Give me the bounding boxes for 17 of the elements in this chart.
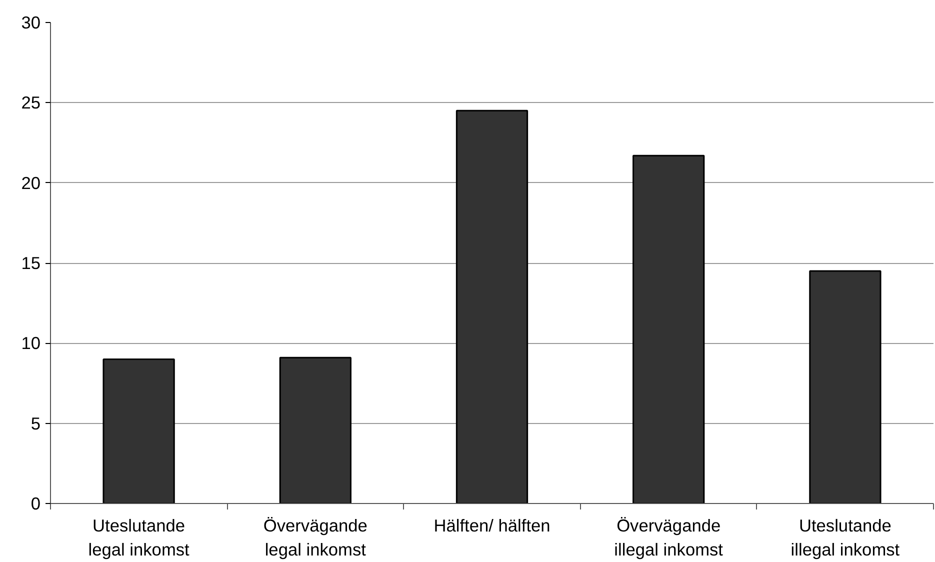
x-tick-label: Uteslutande legal inkomst — [88, 516, 190, 560]
y-tick-label: 15 — [21, 253, 41, 273]
y-tick-label: 20 — [21, 172, 41, 193]
y-tick-label: 25 — [21, 92, 41, 113]
bar — [809, 270, 882, 504]
x-tick-label: Övervägande legal inkomst — [263, 516, 368, 560]
bar — [632, 154, 705, 504]
bar — [279, 356, 352, 504]
y-tick-label: 0 — [30, 494, 41, 514]
x-tick-label: Övervägande illegal inkomst — [614, 516, 724, 560]
y-tick-label: 5 — [30, 413, 41, 434]
x-tick-label: Hälften/ hälften — [434, 516, 550, 536]
y-tick-label: 30 — [21, 12, 41, 32]
bar — [456, 110, 528, 504]
bar — [102, 358, 175, 504]
x-tick-label: Uteslutande illegal inkomst — [790, 516, 900, 560]
y-tick-label: 10 — [21, 333, 41, 354]
